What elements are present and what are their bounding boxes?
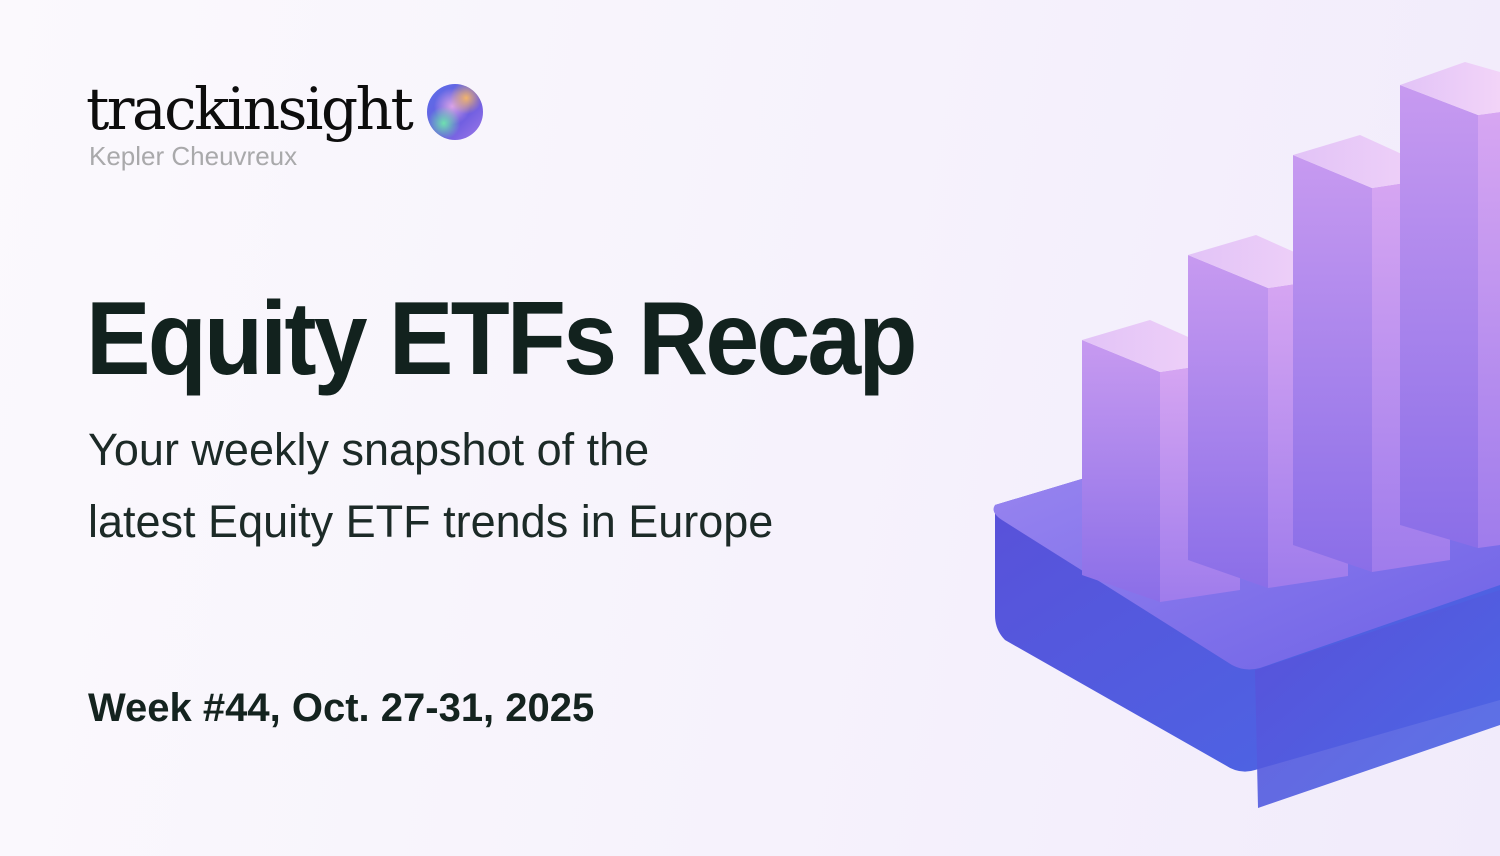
partner-name: Kepler Cheuvreux <box>89 141 298 171</box>
page-title: Equity ETFs Recap <box>86 281 917 397</box>
brand-name: trackinsight <box>86 75 414 143</box>
trackinsight-logo: trackinsight <box>86 75 484 143</box>
subtitle: Your weekly snapshot of the latest Equit… <box>88 414 773 558</box>
subtitle-line-2: latest Equity ETF trends in Europe <box>88 496 774 547</box>
gradient-orb-icon <box>427 84 484 140</box>
week-label: Week #44, Oct. 27-31, 2025 <box>88 686 595 730</box>
bar-4 <box>1400 62 1500 548</box>
subtitle-line-1: Your weekly snapshot of the <box>88 424 650 475</box>
